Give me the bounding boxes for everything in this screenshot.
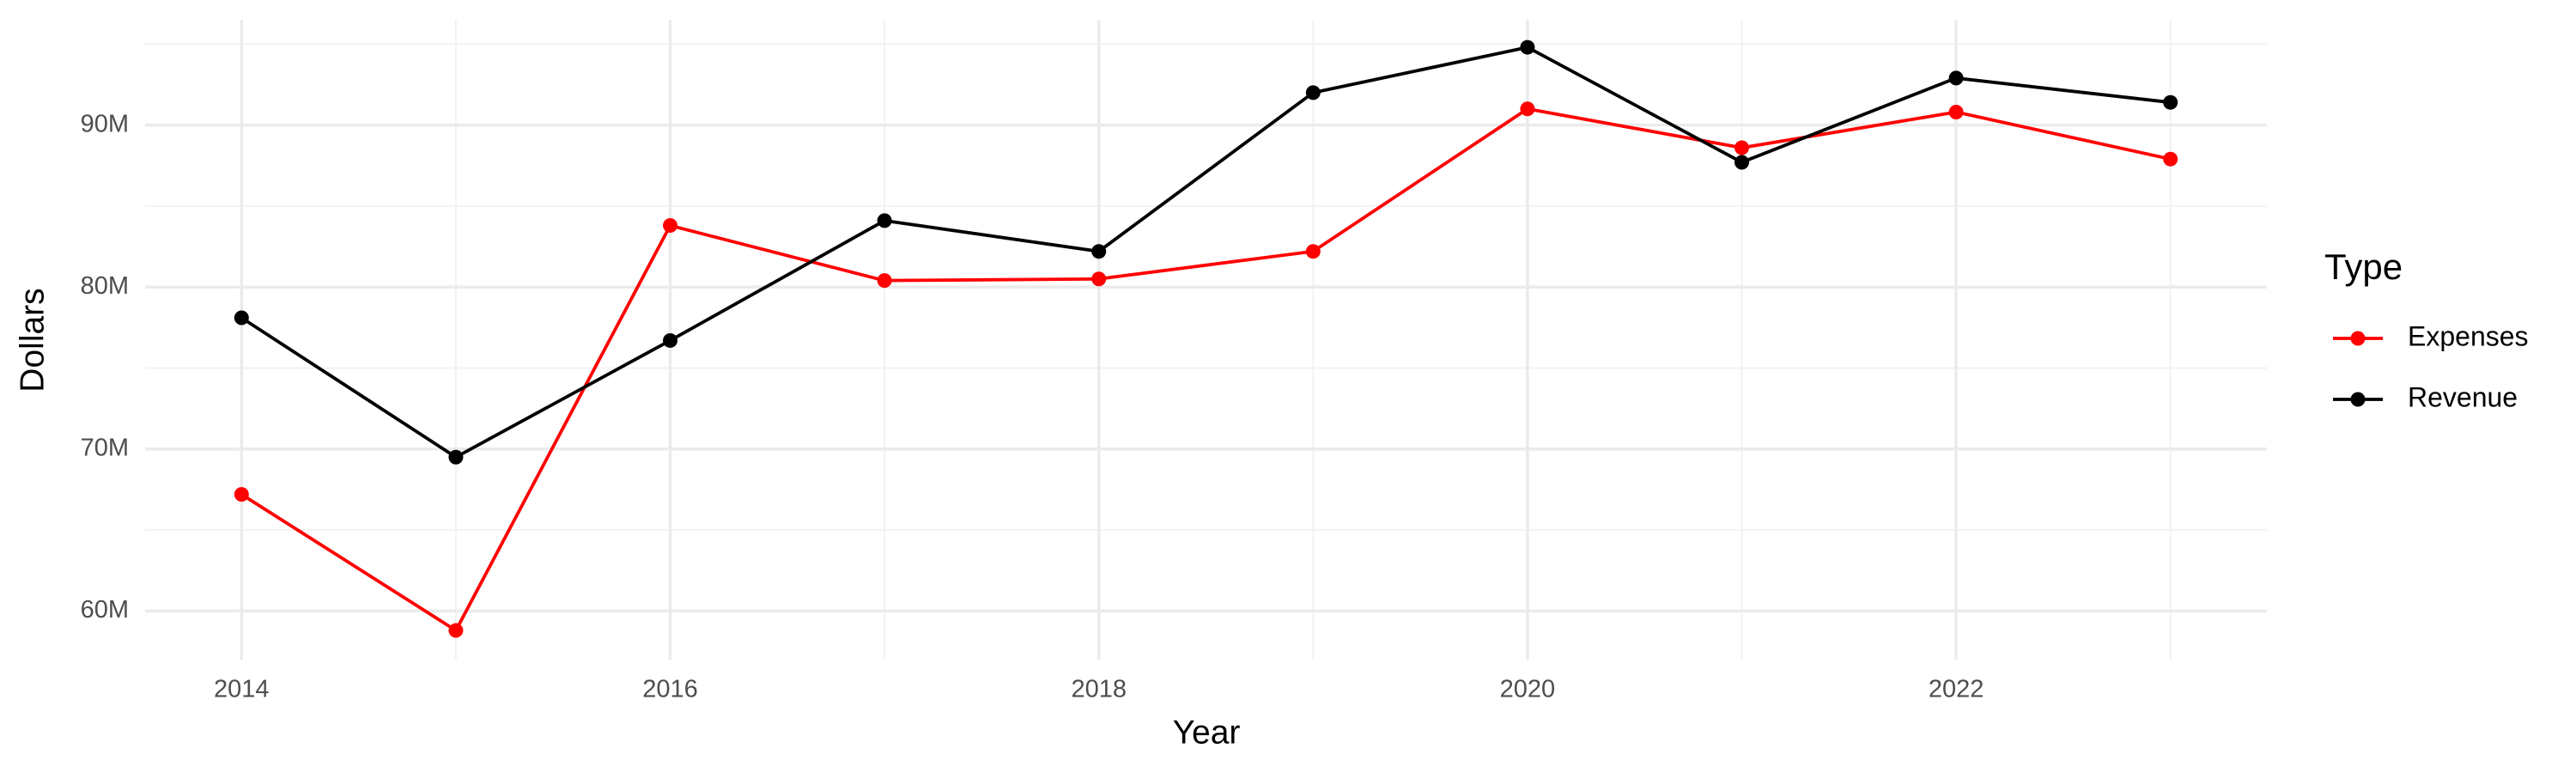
data-point bbox=[234, 310, 249, 326]
data-point bbox=[1948, 105, 1964, 120]
data-point bbox=[1091, 271, 1107, 287]
x-tick-label: 2016 bbox=[642, 676, 698, 703]
legend-key-point bbox=[2350, 392, 2366, 407]
series-line bbox=[240, 107, 2172, 632]
data-point bbox=[1305, 244, 1321, 259]
data-point bbox=[1734, 155, 1749, 170]
y-tick-label: 60M bbox=[81, 596, 129, 624]
legend-key-point bbox=[2350, 331, 2366, 346]
x-tick-label: 2020 bbox=[1500, 676, 1556, 703]
data-point bbox=[448, 623, 464, 638]
legend-label: Expenses bbox=[2408, 320, 2529, 351]
y-axis-title: Dollars bbox=[14, 288, 51, 392]
y-tick-label: 90M bbox=[81, 110, 129, 137]
data-point bbox=[2163, 151, 2178, 167]
data-point bbox=[877, 273, 892, 289]
x-tick-label: 2018 bbox=[1071, 676, 1127, 703]
series-line bbox=[240, 46, 2171, 460]
x-tick-label: 2022 bbox=[1929, 676, 1984, 703]
data-point bbox=[1091, 244, 1107, 259]
x-tick-label: 2014 bbox=[214, 676, 270, 703]
y-tick-label: 70M bbox=[81, 434, 129, 461]
data-point bbox=[1520, 101, 1535, 117]
y-tick-label: 80M bbox=[81, 272, 129, 300]
data-point bbox=[1305, 85, 1321, 100]
data-point bbox=[1948, 70, 1964, 86]
legend: Expenses Revenue bbox=[2333, 320, 2529, 412]
data-point bbox=[877, 213, 892, 228]
legend-title: Type bbox=[2324, 247, 2403, 287]
grid bbox=[145, 20, 2267, 660]
data-point bbox=[663, 218, 678, 234]
data-point bbox=[1734, 140, 1749, 155]
x-axis-title: Year bbox=[1173, 714, 1241, 751]
data-point bbox=[1520, 40, 1535, 55]
data-point bbox=[663, 332, 678, 348]
data-point bbox=[448, 449, 464, 465]
data-point bbox=[2163, 94, 2178, 110]
data-point bbox=[234, 487, 249, 502]
plot-marks bbox=[234, 40, 2178, 638]
legend-label: Revenue bbox=[2408, 381, 2518, 412]
